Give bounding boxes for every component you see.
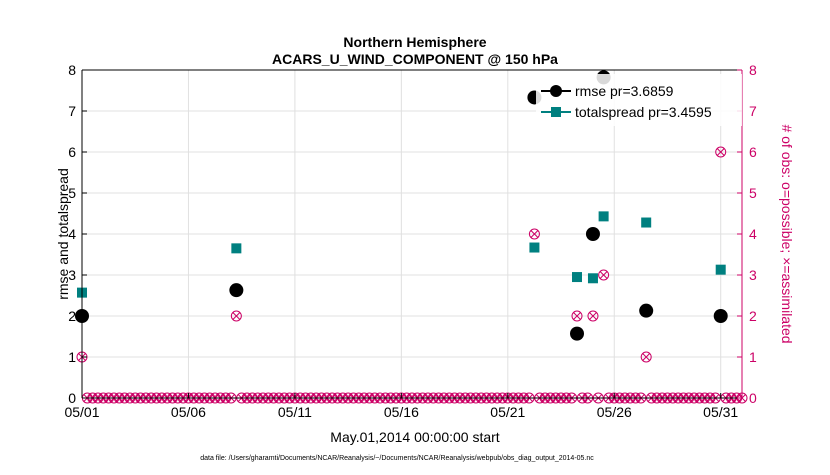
x-tick-label: 05/31 <box>703 404 738 420</box>
obs-assimilated-marker <box>530 230 539 238</box>
chart-title: Northern Hemisphere <box>343 34 486 50</box>
legend-box <box>536 74 742 126</box>
obs-count-point <box>571 310 583 322</box>
x-tick-label: 05/21 <box>490 404 525 420</box>
obs-assimilated-marker <box>642 353 651 361</box>
totalspread-point <box>587 273 598 284</box>
obs-possible-marker <box>587 310 599 322</box>
obs-assimilated-marker <box>232 312 241 320</box>
tick-labels: 0 0 1 1 2 2 3 3 4 4 5 5 6 6 7 7 8 8 05/01 05/06 05/11 05/16 05… <box>64 62 757 420</box>
legend: rmse pr=3.6859 totalspread pr=3.4595 <box>536 74 742 126</box>
legend-totalspread-marker <box>551 107 561 117</box>
y-tick-label-left: 0 <box>68 390 76 406</box>
totalspread-point <box>231 243 242 254</box>
y-tick-label-right: 4 <box>749 226 757 242</box>
x-tick-label: 05/06 <box>171 404 206 420</box>
obs-count-point <box>528 228 540 240</box>
y-axis-label-left: rmse and totalspread <box>55 168 71 300</box>
chart-subtitle: ACARS_U_WIND_COMPONENT @ 150 hPa <box>272 51 558 67</box>
obs-assimilated-marker <box>716 148 725 156</box>
obs-count-point <box>598 269 610 281</box>
obs-assimilated-marker <box>589 312 597 320</box>
y-axis-label-right: # of obs: o=possible; ×=assimilated <box>779 124 795 343</box>
obs-possible-marker <box>598 269 610 281</box>
x-tick-label: 05/11 <box>278 404 312 420</box>
y-tick-label-right: 1 <box>749 349 757 365</box>
obs-count-point <box>715 146 727 158</box>
y-tick-label-left: 5 <box>68 185 76 201</box>
legend-rmse-label: rmse pr=3.6859 <box>575 83 674 99</box>
totalspread-point <box>529 242 540 253</box>
y-tick-label-right: 5 <box>749 185 757 201</box>
obs-possible-marker <box>571 310 583 322</box>
obs-possible-marker <box>640 351 652 363</box>
rmse-point <box>570 326 584 341</box>
y-tick-label-left: 7 <box>68 103 76 119</box>
obs-count-point <box>640 351 652 363</box>
obs-possible-marker <box>528 228 540 240</box>
footnote: data file: /Users/gharamti/Documents/NCA… <box>200 455 594 462</box>
obs-count-point <box>587 310 599 322</box>
obs-assimilated-marker <box>573 312 581 320</box>
y-tick-label-right: 2 <box>749 308 757 324</box>
y-tick-label-left: 2 <box>68 308 76 324</box>
totalspread-point <box>572 272 582 283</box>
y-tick-label-left: 6 <box>68 144 76 160</box>
y-tick-label-right: 0 <box>749 390 757 406</box>
legend-rmse-marker <box>550 85 562 97</box>
obs-assimilated-marker <box>599 271 608 279</box>
totalspread-point <box>641 217 652 228</box>
obs-possible-marker <box>230 310 242 322</box>
rmse-point <box>639 303 654 318</box>
y-tick-label-right: 6 <box>749 144 757 160</box>
totalspread-point <box>598 211 609 222</box>
rmse-point <box>229 283 244 298</box>
obs-possible-marker <box>715 146 727 158</box>
x-tick-label: 05/01 <box>64 404 99 420</box>
totalspread-point <box>715 264 726 275</box>
y-tick-label-left: 8 <box>68 62 76 78</box>
obs-count-point <box>230 310 242 322</box>
x-axis-label: May.01,2014 00:00:00 start <box>330 429 500 445</box>
y-tick-label-left: 1 <box>68 349 76 365</box>
x-tick-label: 05/26 <box>597 404 632 420</box>
legend-totalspread-label: totalspread pr=3.4595 <box>575 104 712 120</box>
rmse-point <box>713 309 728 323</box>
y-tick-label-right: 3 <box>749 267 757 283</box>
y-tick-label-right: 7 <box>749 103 757 119</box>
rmse-point <box>585 227 600 241</box>
x-tick-label: 05/16 <box>384 404 419 420</box>
y-tick-label-left: 4 <box>68 226 76 242</box>
y-tick-label-left: 3 <box>68 267 76 283</box>
y-tick-label-right: 8 <box>749 62 757 78</box>
